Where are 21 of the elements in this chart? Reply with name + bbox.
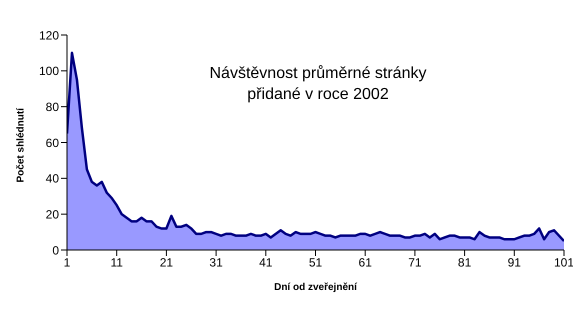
y-tick-label: 80 [46,100,60,114]
x-tick-label: 51 [308,256,322,270]
y-tick-label: 0 [52,243,60,258]
x-axis-title: Dní od zveřejnění [274,282,358,293]
x-tick-label: 31 [209,256,224,270]
y-tick-label: 60 [46,136,60,150]
y-tick-label: 120 [38,28,60,42]
x-tick-label: 101 [554,256,574,270]
x-tick-label: 21 [160,256,174,270]
x-tick-label: 61 [358,256,372,270]
x-tick-label: 11 [110,256,124,270]
y-axis-title: Počet shlédnutí [16,106,27,182]
y-tick-label: 20 [46,207,60,222]
x-tick-label: 1 [64,256,71,270]
x-tick-label: 81 [458,256,472,270]
y-tick-label: 100 [38,64,60,78]
x-tick-label: 41 [259,256,273,270]
y-tick-label: 40 [46,172,60,186]
x-tick-label: 91 [508,256,522,270]
text: Návštěvnost průměrné stránky přidané v roce 2002 [208,64,428,105]
x-tick-label: 71 [408,256,422,270]
